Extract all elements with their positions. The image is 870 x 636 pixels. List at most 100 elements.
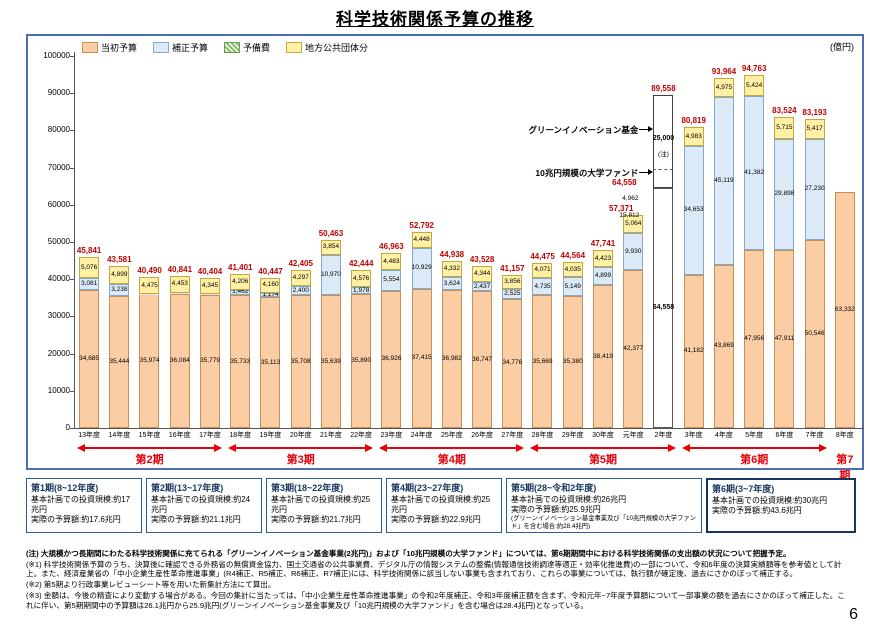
bar-regular-total-label: 64,558 (612, 177, 637, 187)
bar-value-label: 36,926 (381, 355, 402, 363)
period-arrowhead-right (516, 444, 525, 452)
period-label: 第3期 (286, 454, 315, 466)
bar-total-label: 83,524 (772, 106, 797, 116)
annotation-leader-line (639, 172, 650, 174)
y-axis-tick (70, 167, 74, 169)
bar-segment-supp (411, 248, 432, 289)
y-axis-label: 70000 (47, 162, 70, 172)
x-axis-label: 17年度 (199, 432, 221, 439)
bar-value-label: 45,119 (714, 176, 734, 184)
period-arrowhead-left (379, 444, 388, 452)
bar-value-label: 36,084 (169, 356, 190, 364)
bar-value-label: 2,525 (504, 289, 521, 297)
bar-value-label: 34,653 (683, 206, 704, 214)
bar-segment-local (109, 265, 130, 285)
y-axis-label: 60000 (47, 199, 70, 209)
bar-value-label: 35,444 (109, 358, 130, 366)
bar-value-label: 5,417 (806, 124, 823, 132)
bar-value-label: 34,685 (79, 354, 100, 362)
bar-local-side-label: 4,962 (622, 194, 639, 202)
period-box-line: 実際の予算額:約21.1兆円 (151, 515, 241, 524)
y-axis-label: 100000 (43, 51, 70, 60)
period-arrow-group: 第6期 (681, 442, 827, 468)
bar-total-label: 93,964 (711, 67, 737, 77)
bar-segment-init (774, 249, 795, 428)
bar-segment-init (744, 249, 765, 428)
bar-segment-init (351, 294, 372, 428)
period-box-title: 第2期(13~17年度) (151, 483, 224, 493)
bar-total-label: 40,447 (258, 266, 283, 276)
bar-segment-local (169, 276, 190, 293)
legend-item: 地方公共団体分 (286, 41, 368, 54)
bar-total-label: 42,444 (348, 259, 374, 269)
period-box-line: 実際の予算額:約17.6兆円 (31, 515, 121, 524)
note-line: (※3) 金額は、今後の精査により変動する場合がある。今回の集計に当たっては、「… (26, 590, 845, 610)
bar-chart: 0 10000 20000 30000 40000 50000 60000 70000 8000… (28, 36, 864, 482)
bar-total-label: 44,564 (560, 251, 586, 261)
bar-segment-local (592, 250, 613, 267)
bar-segment-local (441, 260, 462, 277)
bar-segment-supp (199, 293, 220, 295)
bar-value-label: 4,475 (141, 281, 158, 289)
period-box-4: 第4期(23~27年度) 基本計画での投資規模:約25兆円 実際の予算額:約22.9… (386, 478, 502, 534)
annotation-green-innovation-fund: グリーンイノベーション基金 (528, 125, 639, 136)
bar-segment-local (804, 118, 825, 139)
bar-segment-local (683, 127, 704, 146)
period-arrowhead-right (667, 444, 676, 452)
chart-legend: 当初予算 補正予算 予備費 地方公共団体分 (82, 41, 368, 54)
period-arrow-group: 第4期 (379, 442, 525, 468)
chart-frame: 当初予算 補正予算 予備費 地方公共団体分 (億円) 0 10000 20000 30000… (26, 34, 864, 482)
bar-value-label: 34,776 (502, 359, 523, 367)
bar-total-label: 41,157 (500, 263, 525, 273)
bar-segment-supp (351, 287, 372, 295)
bar-segment-init (199, 294, 220, 428)
bar-value-label: 4,735 (534, 282, 551, 290)
bar-segment-local (562, 262, 583, 278)
bar-value-label: 35,708 (290, 357, 311, 365)
bar-value-label: 35,974 (139, 357, 160, 365)
bar-value-label: 35,733 (230, 357, 251, 365)
legend-item: 当初予算 (82, 41, 137, 54)
bar-value-label: 5,076 (80, 263, 98, 271)
period-arrow-group: 第3期 (228, 442, 374, 468)
bar-value-label: 4,423 (594, 254, 612, 262)
legend-swatch-supp (153, 42, 170, 53)
bar-value-label: 36,982 (441, 355, 462, 363)
bar-value-label: 4,332 (443, 264, 460, 272)
period-box-line: (グリーンイノベーション基金事業及び「10兆円規模の大学ファンド」を含む場合:約… (511, 515, 696, 530)
period-arrowhead-left (228, 444, 237, 452)
bar-value-label: 4,983 (685, 132, 702, 140)
bar-segment-supp (290, 286, 311, 296)
bar-total-label: 40,490 (137, 266, 162, 276)
bar-value-label: 5,554 (383, 276, 400, 284)
bar-value-label: 47,956 (744, 334, 765, 342)
bar-segment-init (532, 295, 553, 428)
bar-value-label: 4,035 (564, 265, 581, 273)
x-axis-label: 13年度 (78, 432, 100, 439)
legend-item: 補正予算 (153, 41, 208, 54)
bar-value-label: 42,377 (623, 345, 644, 353)
bar-segment-local (381, 253, 402, 270)
bar-regular-label: 64,558 (652, 303, 675, 311)
fund-note-label: (注) (658, 150, 669, 158)
x-axis-label: 29年度 (561, 432, 584, 439)
bar-total-label: 89,558 (651, 83, 676, 93)
bar-value-label: 35,779 (200, 357, 220, 365)
x-axis-label: 7年度 (805, 432, 824, 439)
bar-total-label: 44,475 (530, 251, 555, 261)
bar-segment-supp (713, 96, 734, 265)
x-axis-label: 20年度 (289, 432, 312, 439)
bar-total-label: 94,763 (741, 64, 767, 74)
bar-value-label: 35,890 (351, 357, 372, 365)
x-axis-label: 24年度 (410, 432, 433, 439)
bar-total-label: 40,841 (167, 265, 193, 275)
period-arrowhead-right (365, 444, 374, 452)
bar-segment-init (502, 298, 523, 428)
bar-segment-supp (804, 138, 825, 240)
y-axis-tick (70, 279, 74, 281)
bar-segment-supp (169, 292, 190, 294)
bar-value-label: 3,624 (443, 279, 460, 287)
period-boxes: 第1期(8~12年度) 基本計画での投資規模:約17兆円 実際の予算額:約17.6兆… (26, 478, 864, 534)
period-arrow-group: 第7期 (833, 442, 857, 482)
period-label: 第4期 (437, 454, 466, 466)
